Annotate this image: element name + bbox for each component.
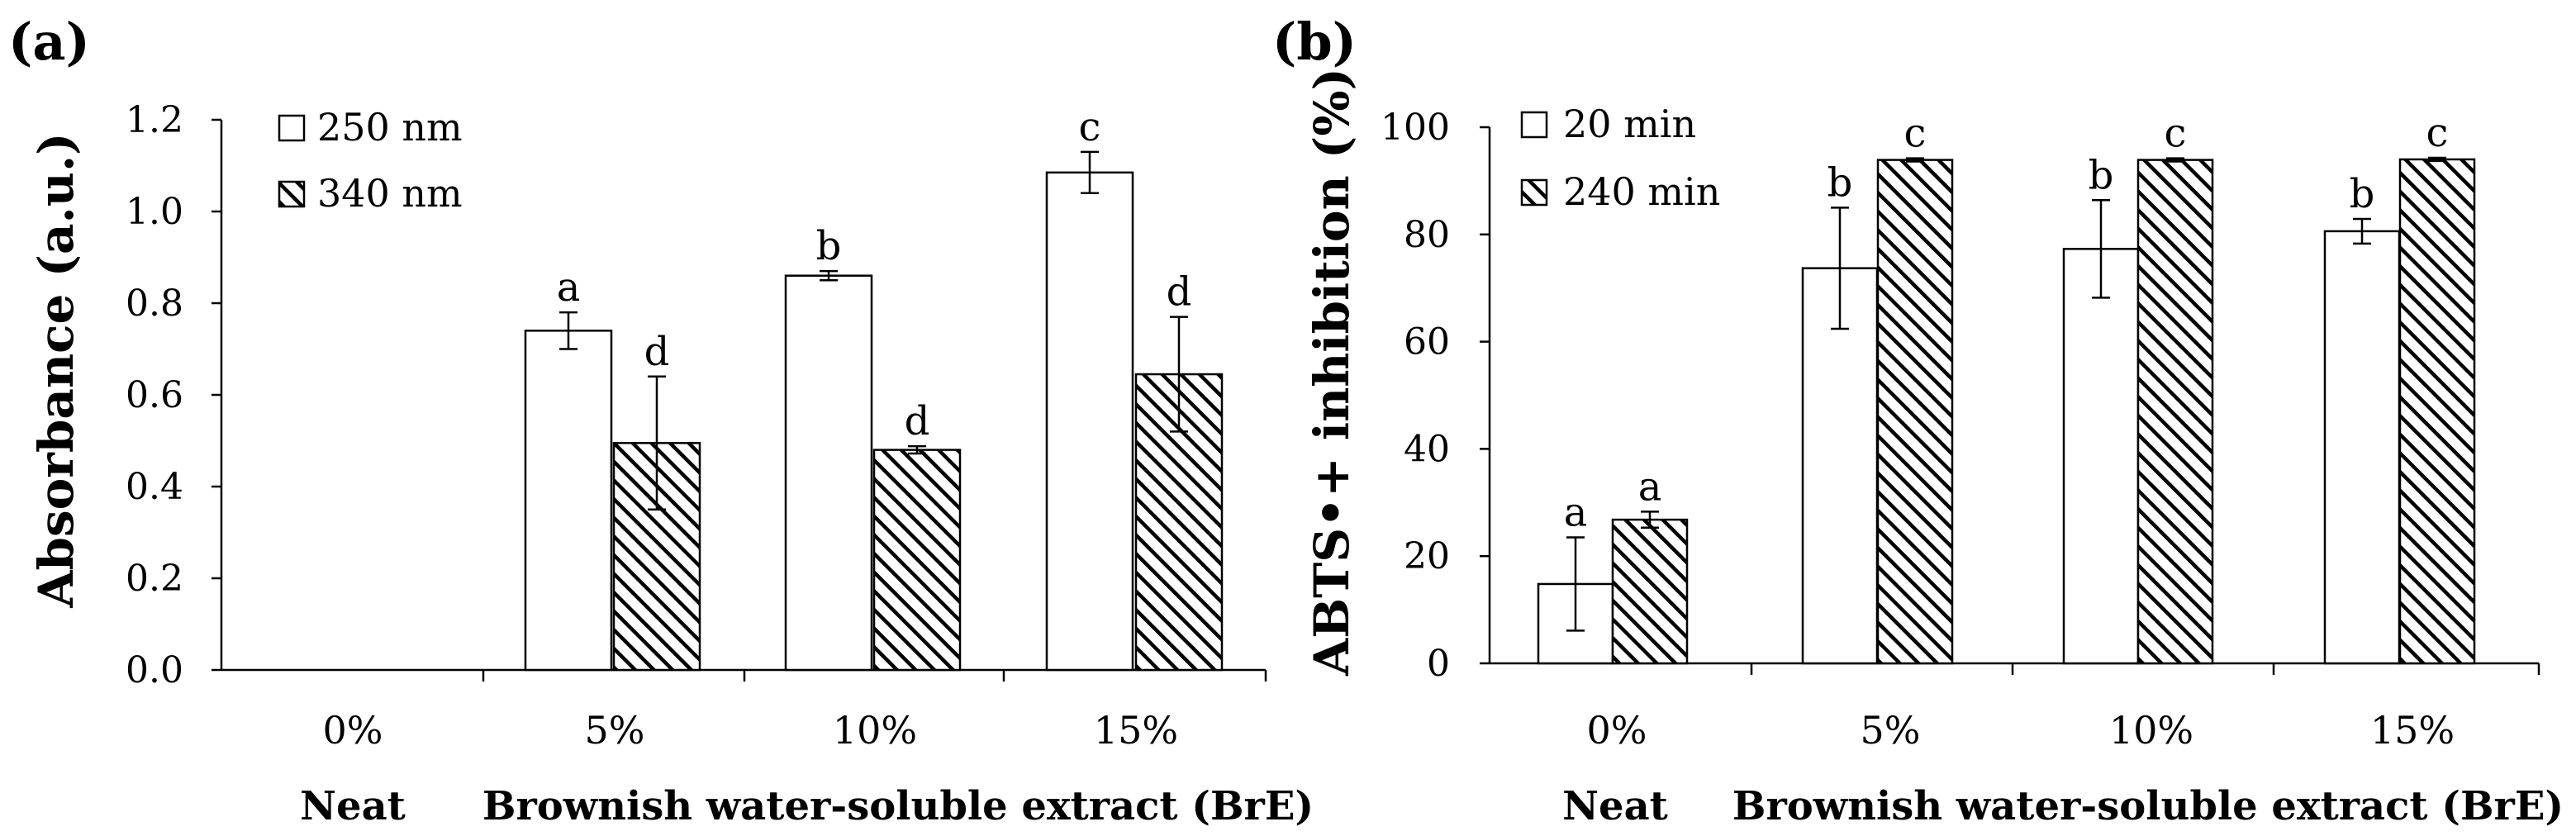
panel-b-significance-letter: b <box>2089 152 2114 198</box>
panel-a-y-tick-label: 0.4 <box>126 466 183 508</box>
panel-a: (a) Absorbance (a.u.) 0.0 0.2 0.4 0.6 0.8 1.0… <box>8 12 1314 829</box>
panel-b-significance-letter: c <box>2426 110 2449 156</box>
panel-b-category-2: 10% <box>2109 708 2193 753</box>
legend-label-20min: 20 min <box>1563 102 1696 146</box>
panel-b-label: (b) <box>1272 12 1357 72</box>
panel-b-y-tick-label: 0 <box>1427 643 1450 685</box>
panel-b-y-tick-label: 60 <box>1404 321 1450 363</box>
legend-swatch-340nm <box>278 180 306 208</box>
panel-a-bar <box>784 274 873 672</box>
panel-b-significance-letter: b <box>2350 171 2375 217</box>
panel-b-y-tick-label: 100 <box>1381 107 1450 149</box>
legend-label-240min: 240 min <box>1563 169 1720 214</box>
panel-b-bar <box>2062 248 2140 665</box>
panel-b-bar <box>2136 159 2214 665</box>
panel-b-bar <box>1611 518 1689 665</box>
panel-a-y-tick-label: 0.2 <box>126 558 183 600</box>
panel-a-y-tick-label: 0.8 <box>126 283 183 325</box>
panel-a-y-tick-label: 0.6 <box>126 374 183 416</box>
panel-a-label: (a) <box>8 12 90 72</box>
panel-a-category-0: 0% <box>323 708 383 753</box>
panel-a-bar <box>524 330 613 672</box>
panel-a-y-tick-label: 1.0 <box>126 191 183 233</box>
panel-a-bar <box>872 449 962 672</box>
panel-a-category-3: 15% <box>1094 708 1178 753</box>
panel-a-bar <box>1045 171 1134 672</box>
legend-swatch-240min <box>1520 178 1548 207</box>
panel-a-significance-letter: a <box>557 264 581 311</box>
panel-b-category-0: 0% <box>1587 708 1647 753</box>
panel-b-group-neat: Neat <box>1562 783 1668 829</box>
panel-b-significance-letter: a <box>1564 489 1588 535</box>
panel-b-bars: a b b b a c c c <box>1537 110 2476 665</box>
panel-a-category-2: 10% <box>833 708 917 753</box>
panel-a-bars: a b c d d d <box>524 104 1224 672</box>
legend-swatch-250nm <box>278 114 306 142</box>
panel-b-significance-letter: c <box>1904 111 1927 157</box>
panel-a-y-tick-label: 1.2 <box>126 99 183 141</box>
panel-b-ylabel: ABTS•+ inhibition (%) <box>1304 68 1360 677</box>
panel-b-category-1: 5% <box>1861 708 1921 753</box>
panel-b-y-tick-label: 20 <box>1404 535 1450 577</box>
panel-b-significance-letter: b <box>1827 159 1853 206</box>
panel-b-category-3: 15% <box>2370 708 2455 753</box>
panel-b-y-tick-label: 40 <box>1404 428 1450 470</box>
panel-a-significance-letter: d <box>905 398 930 444</box>
panel-a-significance-letter: c <box>1079 104 1101 150</box>
panel-a-ylabel: Absorbance (a.u.) <box>28 132 84 608</box>
panel-a-significance-letter: d <box>1167 269 1192 316</box>
panel-a-category-1: 5% <box>585 708 645 753</box>
panel-a-group-bre: Brownish water-soluble extract (BrE) <box>482 783 1314 829</box>
panel-b: (b) ABTS•+ inhibition (%) 0 20 40 60 80 100 a… <box>1272 12 2564 829</box>
panel-b-bar <box>2398 158 2476 665</box>
legend-swatch-20min <box>1520 111 1548 139</box>
legend-label-340nm: 340 nm <box>317 171 463 216</box>
panel-b-y-tick-label: 80 <box>1404 214 1450 256</box>
legend-label-250nm: 250 nm <box>317 105 463 150</box>
panel-b-significance-letter: a <box>1638 463 1662 510</box>
panel-b-bar <box>2323 230 2401 665</box>
panel-a-significance-letter: d <box>644 329 670 375</box>
panel-b-bar <box>1876 159 1954 665</box>
panel-a-y-tick-label: 0.0 <box>126 649 183 691</box>
panel-a-axes: 0.0 0.2 0.4 0.6 0.8 1.0 1.2 <box>126 99 1267 691</box>
panel-a-significance-letter: b <box>816 223 842 269</box>
panel-b-group-bre: Brownish water-soluble extract (BrE) <box>1732 783 2564 829</box>
panel-a-group-neat: Neat <box>300 783 406 829</box>
panel-b-significance-letter: c <box>2165 111 2187 157</box>
